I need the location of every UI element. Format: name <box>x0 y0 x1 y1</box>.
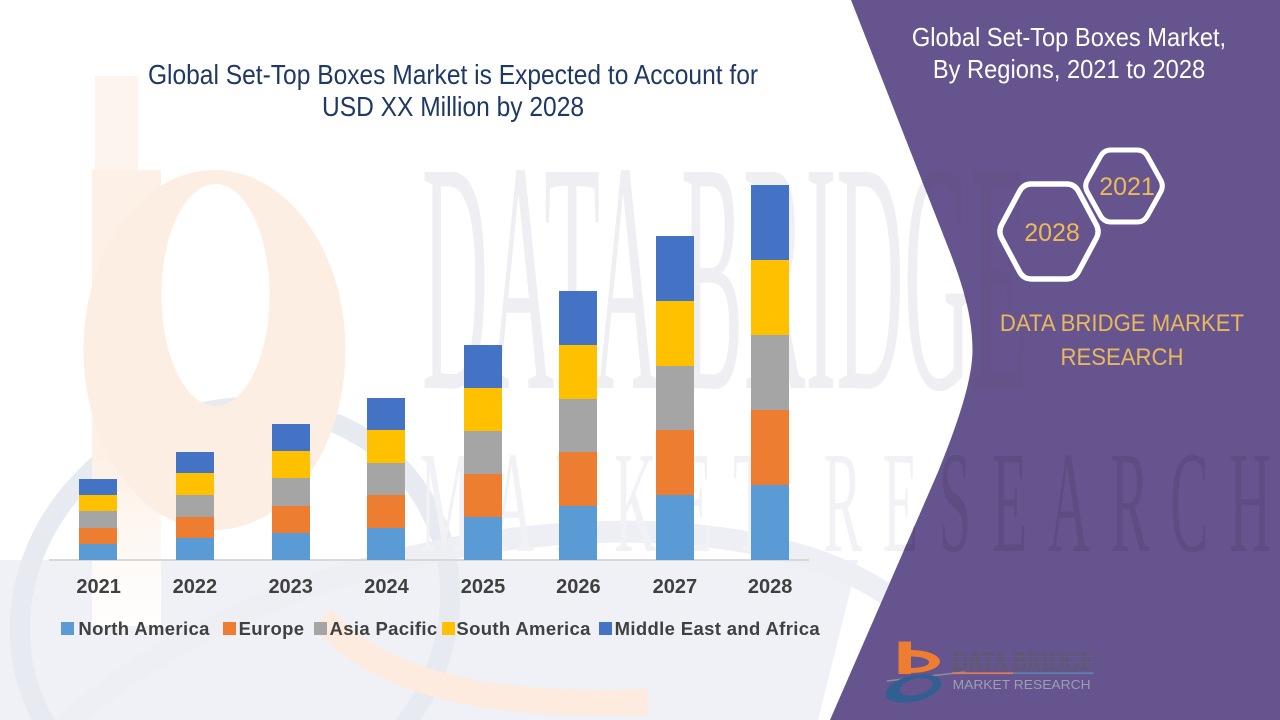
svg-text:DATA: DATA <box>422 94 659 459</box>
svg-text:BRIDGE: BRIDGE <box>681 94 1028 459</box>
svg-text:DATA: DATA <box>422 94 659 459</box>
svg-text:2021: 2021 <box>1099 173 1155 201</box>
svg-text:MARKET RESEARCH: MARKET RESEARCH <box>953 677 1091 692</box>
svg-text:2028: 2028 <box>1024 219 1080 247</box>
svg-text:DATA BRIDGE: DATA BRIDGE <box>952 647 1094 676</box>
